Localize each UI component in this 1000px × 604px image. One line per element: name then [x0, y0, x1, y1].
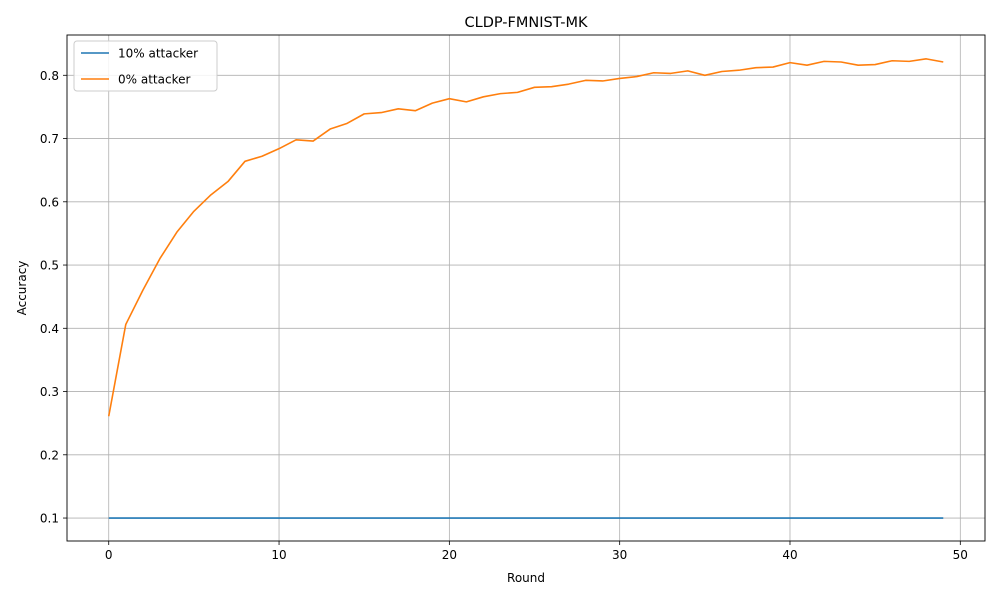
y-tick-label: 0.4: [40, 322, 59, 336]
y-tick-label: 0.3: [40, 385, 59, 399]
series-line-0-percent-attacker: [107, 58, 944, 417]
legend: 10% attacker 0% attacker: [73, 40, 218, 92]
x-tick-label: 40: [782, 548, 797, 562]
x-axis-label: Round: [507, 571, 545, 585]
y-tick-label: 0.1: [40, 512, 59, 526]
y-axis-label: Accuracy: [15, 261, 29, 316]
x-tick-label: 50: [953, 548, 968, 562]
y-tick-label: 0.5: [40, 259, 59, 273]
x-tick-label: 20: [442, 548, 457, 562]
legend-label-0-percent-attacker: 0% attacker: [118, 73, 190, 87]
x-tick-label: 0: [105, 548, 113, 562]
legend-box: [73, 40, 218, 92]
series-lines: [107, 58, 944, 519]
y-tick-label: 0.2: [40, 448, 59, 462]
y-tick-label: 0.7: [40, 132, 59, 146]
x-tick-label: 10: [271, 548, 286, 562]
x-axis-ticks: 0 10 20 30 40 50: [105, 541, 968, 562]
legend-label-10-percent-attacker: 10% attacker: [118, 47, 198, 61]
x-tick-label: 30: [612, 548, 627, 562]
grid: [67, 35, 985, 541]
y-axis-ticks: 0.1 0.2 0.3 0.4 0.5 0.6 0.7 0.8: [40, 69, 67, 526]
chart-title: CLDP-FMNIST-MK: [465, 15, 588, 31]
plot-area-frame: [66, 34, 986, 542]
y-tick-label: 0.8: [40, 69, 59, 83]
y-tick-label: 0.6: [40, 195, 59, 209]
